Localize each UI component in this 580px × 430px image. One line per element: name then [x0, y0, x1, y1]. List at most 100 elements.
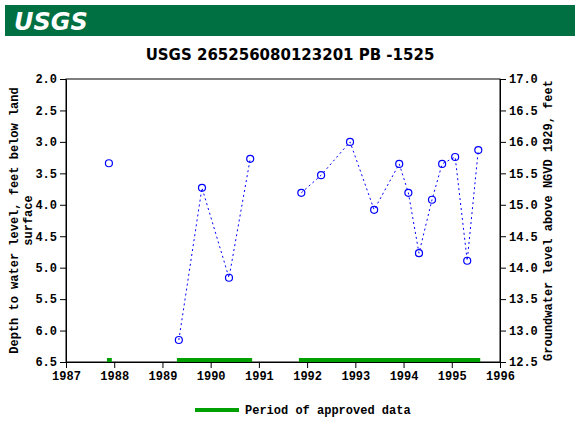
y-axis-tick-label: 3.5 — [35, 168, 57, 182]
x-axis-tick-label: 1993 — [341, 370, 370, 384]
x-axis-tick: 1995 — [438, 362, 467, 384]
y-axis-tick: 3.5 — [35, 168, 66, 182]
approved-period — [107, 358, 112, 362]
y-axis-tick: 4.0 — [35, 199, 66, 213]
y2-axis-tick-mark — [500, 299, 506, 300]
header-logo: USGS — [14, 8, 88, 36]
y2-axis-tick-mark — [500, 331, 506, 332]
y-axis-tick-mark — [60, 362, 66, 363]
y-axis-tick-label: 6.0 — [35, 325, 57, 339]
y2-axis-tick-mark — [500, 142, 506, 143]
y2-axis-tick-label: 16.5 — [509, 105, 538, 119]
y-axis-line — [66, 80, 67, 363]
y-axis-tick: 5.5 — [35, 293, 66, 307]
data-point — [405, 189, 412, 196]
x-axis-line — [67, 362, 501, 363]
y2-axis-tick-mark — [500, 236, 506, 237]
x-axis-tick-label: 1996 — [486, 370, 515, 384]
y2-axis-tick: 17.0 — [500, 73, 538, 87]
y-axis-tick-mark — [60, 331, 66, 332]
x-axis-tick-label: 1989 — [149, 370, 178, 384]
y-axis-tick: 4.5 — [35, 231, 66, 245]
y-axis-tick-mark — [60, 268, 66, 269]
y2-axis-tick-mark — [500, 205, 506, 206]
y-axis-tick: 6.0 — [35, 325, 66, 339]
data-point — [475, 147, 482, 154]
data-point — [452, 153, 459, 160]
y2-axis-tick-mark — [500, 173, 506, 174]
y-axis-tick-mark — [60, 79, 66, 80]
data-point — [318, 172, 325, 179]
y2-axis-tick-mark — [500, 79, 506, 80]
x-axis-tick-mark — [452, 362, 453, 368]
y-axis-tick-mark — [60, 205, 66, 206]
y2-axis-tick: 14.0 — [500, 262, 538, 276]
y-axis-title: Depth to water level, feet below landsur… — [8, 87, 36, 353]
y2-axis-tick-label: 13.5 — [509, 293, 538, 307]
series-line — [301, 142, 478, 261]
y-axis-tick-label: 5.0 — [35, 262, 57, 276]
x-axis-tick-label: 1988 — [100, 370, 129, 384]
y2-axis-tick-mark — [500, 362, 506, 363]
legend-label: Period of approved data — [245, 404, 411, 418]
y2-axis-tick: 14.5 — [500, 231, 538, 245]
y-axis-tick-mark — [60, 173, 66, 174]
x-axis-tick: 1994 — [390, 362, 419, 384]
y-axis-tick: 2.5 — [35, 105, 66, 119]
data-point — [396, 160, 403, 167]
y2-axis-tick-label: 13.0 — [509, 325, 538, 339]
x-axis: 1987198819891990199119921993199419951996 — [52, 362, 515, 384]
y-axis-title-line: surface — [22, 195, 36, 245]
y-axis-tick-mark — [60, 236, 66, 237]
y-axis-tick: 3.0 — [35, 136, 66, 150]
y2-axis-tick-mark — [500, 110, 506, 111]
x-axis-tick-mark — [114, 362, 115, 368]
approved-period — [299, 358, 480, 362]
data-point — [464, 257, 471, 264]
y2-axis-tick-label: 16.0 — [509, 136, 538, 150]
y-axis-tick-label: 2.5 — [35, 105, 57, 119]
approved-period — [177, 358, 252, 362]
x-axis-tick: 1991 — [245, 362, 274, 384]
y2-axis-tick-label: 12.5 — [509, 356, 538, 370]
y-axis-tick-mark — [60, 142, 66, 143]
x-axis-tick-label: 1987 — [52, 370, 81, 384]
y2-axis-tick-label: 14.0 — [509, 262, 538, 276]
series-line — [179, 159, 250, 340]
data-point — [429, 196, 436, 203]
y-axis-tick-mark — [60, 110, 66, 111]
y2-axis: 17.016.516.015.515.014.514.013.513.012.5 — [500, 73, 538, 370]
x-axis-tick-label: 1990 — [197, 370, 226, 384]
x-axis-tick: 1990 — [197, 362, 226, 384]
y2-axis-tick: 12.5 — [500, 356, 538, 370]
x-axis-tick: 1988 — [100, 362, 129, 384]
x-axis-tick-mark — [66, 362, 67, 368]
data-point — [247, 155, 254, 162]
data-point — [347, 138, 354, 145]
y-axis-tick-label: 3.0 — [35, 136, 57, 150]
y2-axis-title: Groundwater level above NGVD 1929, feet — [542, 80, 556, 361]
y2-axis-tick-label: 15.0 — [509, 199, 538, 213]
y-axis-title-line: Depth to water level, feet below land — [8, 87, 22, 353]
y2-axis-tick-label: 14.5 — [509, 231, 538, 245]
x-axis-tick-mark — [211, 362, 212, 368]
x-axis-tick-mark — [355, 362, 356, 368]
header-banner — [5, 5, 575, 36]
y2-axis-tick: 13.5 — [500, 293, 538, 307]
y-axis-tick-label: 2.0 — [35, 73, 57, 87]
data-point — [225, 274, 232, 281]
y2-axis-tick: 13.0 — [500, 325, 538, 339]
legend-swatch — [195, 408, 239, 412]
y-axis-tick-label: 4.0 — [35, 199, 57, 213]
x-axis-tick-mark — [259, 362, 260, 368]
data-point — [415, 250, 422, 257]
x-axis-tick-mark — [162, 362, 163, 368]
data-point — [105, 160, 112, 167]
y-axis-tick-label: 5.5 — [35, 293, 57, 307]
y-axis-tick: 5.0 — [35, 262, 66, 276]
x-axis-tick-label: 1995 — [438, 370, 467, 384]
plot-area — [105, 138, 481, 362]
y-axis: 2.02.53.03.54.04.55.05.56.06.5 — [35, 73, 66, 370]
x-axis-tick: 1989 — [149, 362, 178, 384]
y2-axis-tick-label: 17.0 — [509, 73, 538, 87]
